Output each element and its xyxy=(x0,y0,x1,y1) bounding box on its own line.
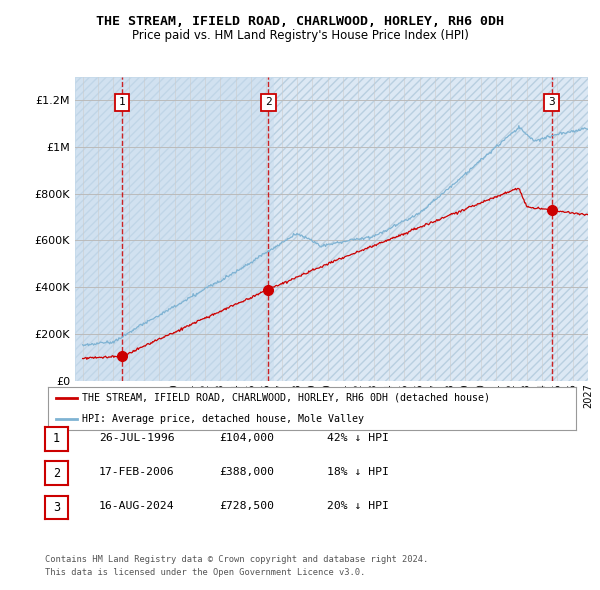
Text: 42% ↓ HPI: 42% ↓ HPI xyxy=(327,433,389,442)
Text: 3: 3 xyxy=(53,501,60,514)
Text: £388,000: £388,000 xyxy=(219,467,274,477)
Text: HPI: Average price, detached house, Mole Valley: HPI: Average price, detached house, Mole… xyxy=(82,414,364,424)
Text: 3: 3 xyxy=(548,97,555,107)
Text: £104,000: £104,000 xyxy=(219,433,274,442)
Text: 16-AUG-2024: 16-AUG-2024 xyxy=(99,502,175,511)
Text: 18% ↓ HPI: 18% ↓ HPI xyxy=(327,467,389,477)
Text: Contains HM Land Registry data © Crown copyright and database right 2024.: Contains HM Land Registry data © Crown c… xyxy=(45,555,428,563)
Text: THE STREAM, IFIELD ROAD, CHARLWOOD, HORLEY, RH6 0DH (detached house): THE STREAM, IFIELD ROAD, CHARLWOOD, HORL… xyxy=(82,393,490,402)
Text: THE STREAM, IFIELD ROAD, CHARLWOOD, HORLEY, RH6 0DH: THE STREAM, IFIELD ROAD, CHARLWOOD, HORL… xyxy=(96,15,504,28)
Text: 1: 1 xyxy=(119,97,125,107)
Text: 20% ↓ HPI: 20% ↓ HPI xyxy=(327,502,389,511)
Text: 17-FEB-2006: 17-FEB-2006 xyxy=(99,467,175,477)
Text: £728,500: £728,500 xyxy=(219,502,274,511)
Text: 2: 2 xyxy=(265,97,272,107)
Text: 26-JUL-1996: 26-JUL-1996 xyxy=(99,433,175,442)
Text: 2: 2 xyxy=(53,467,60,480)
Text: 1: 1 xyxy=(53,432,60,445)
Text: This data is licensed under the Open Government Licence v3.0.: This data is licensed under the Open Gov… xyxy=(45,568,365,576)
Text: Price paid vs. HM Land Registry's House Price Index (HPI): Price paid vs. HM Land Registry's House … xyxy=(131,30,469,42)
